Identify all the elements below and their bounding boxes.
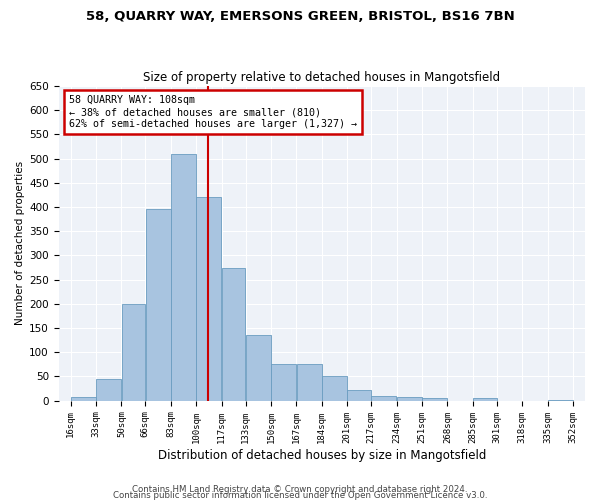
Bar xyxy=(171,154,196,400)
Y-axis label: Number of detached properties: Number of detached properties xyxy=(15,162,25,326)
Bar xyxy=(222,268,245,400)
X-axis label: Distribution of detached houses by size in Mangotsfield: Distribution of detached houses by size … xyxy=(158,450,486,462)
Bar xyxy=(71,396,96,400)
Text: Contains HM Land Registry data © Crown copyright and database right 2024.: Contains HM Land Registry data © Crown c… xyxy=(132,484,468,494)
Bar xyxy=(271,364,296,400)
Bar xyxy=(96,379,121,400)
Bar xyxy=(146,210,170,400)
Bar xyxy=(246,336,271,400)
Bar xyxy=(322,376,347,400)
Bar xyxy=(296,364,322,400)
Text: 58, QUARRY WAY, EMERSONS GREEN, BRISTOL, BS16 7BN: 58, QUARRY WAY, EMERSONS GREEN, BRISTOL,… xyxy=(86,10,514,23)
Bar xyxy=(473,398,497,400)
Bar xyxy=(122,304,145,400)
Text: 58 QUARRY WAY: 108sqm
← 38% of detached houses are smaller (810)
62% of semi-det: 58 QUARRY WAY: 108sqm ← 38% of detached … xyxy=(69,96,357,128)
Bar xyxy=(196,198,221,400)
Bar xyxy=(422,398,447,400)
Bar xyxy=(371,396,397,400)
Bar xyxy=(397,396,422,400)
Text: Contains public sector information licensed under the Open Government Licence v3: Contains public sector information licen… xyxy=(113,490,487,500)
Bar xyxy=(347,390,371,400)
Title: Size of property relative to detached houses in Mangotsfield: Size of property relative to detached ho… xyxy=(143,70,500,84)
